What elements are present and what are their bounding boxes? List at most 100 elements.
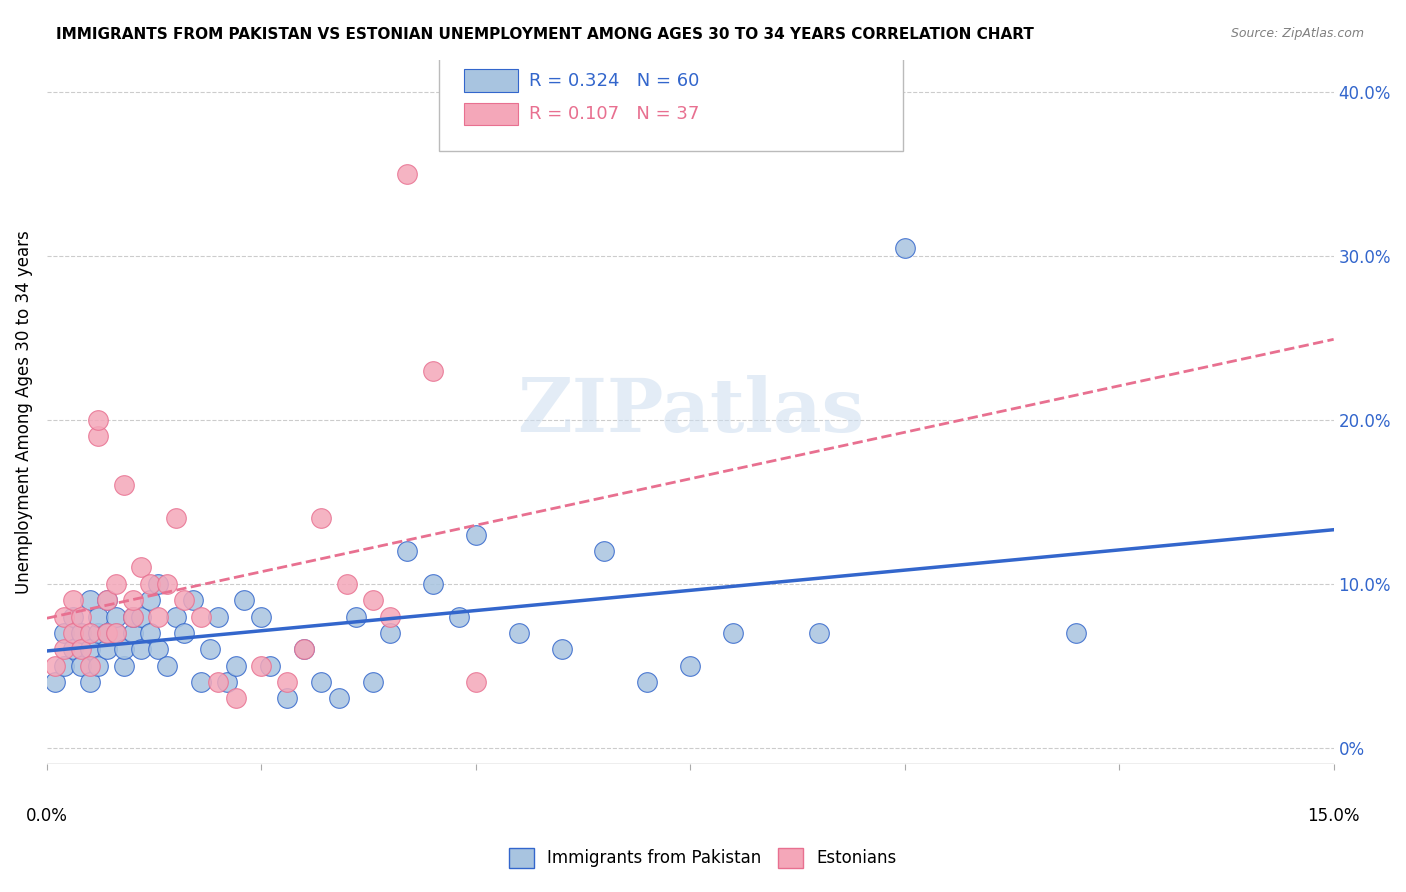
Point [121,609,143,624]
Point [165,609,187,624]
Point [173,626,195,640]
Point [276,675,298,690]
Point [225,691,247,706]
Point [893,241,915,255]
Point [378,609,401,624]
Point [250,609,273,624]
Point [129,642,152,657]
Point [173,593,195,607]
Point [165,511,187,525]
Point [207,609,229,624]
Point [361,675,384,690]
Point [62,642,84,657]
Point [121,626,143,640]
Point [112,478,135,492]
Point [396,544,419,558]
Point [70,626,93,640]
Point [361,593,384,607]
Point [181,593,204,607]
Point [190,675,212,690]
Point [292,642,315,657]
Point [636,675,658,690]
Point [156,658,179,673]
Point [62,626,84,640]
FancyBboxPatch shape [464,103,517,125]
Point [807,626,830,640]
Point [79,642,101,657]
Point [70,609,93,624]
Point [129,560,152,574]
Text: R = 0.324   N = 60: R = 0.324 N = 60 [530,71,700,90]
Point [190,609,212,624]
Point [344,609,367,624]
Point [422,576,444,591]
Point [148,642,170,657]
Text: Source: ZipAtlas.com: Source: ZipAtlas.com [1230,27,1364,40]
Point [721,626,744,640]
Point [79,675,101,690]
Point [276,691,298,706]
Point [225,658,247,673]
Point [328,691,350,706]
Point [112,642,135,657]
Point [139,626,162,640]
Point [87,626,110,640]
Point [464,527,486,541]
Point [550,642,572,657]
Point [79,658,101,673]
Point [53,609,76,624]
Legend: Immigrants from Pakistan, Estonians: Immigrants from Pakistan, Estonians [502,841,904,875]
Point [129,609,152,624]
Point [447,609,470,624]
Point [112,658,135,673]
Point [96,593,118,607]
Point [215,675,238,690]
Point [70,642,93,657]
Point [148,609,170,624]
Text: IMMIGRANTS FROM PAKISTAN VS ESTONIAN UNEMPLOYMENT AMONG AGES 30 TO 34 YEARS CORR: IMMIGRANTS FROM PAKISTAN VS ESTONIAN UNE… [56,27,1035,42]
Point [87,609,110,624]
Text: R = 0.107   N = 37: R = 0.107 N = 37 [530,105,700,123]
Point [464,675,486,690]
Point [44,675,66,690]
Point [207,675,229,690]
Text: 15.0%: 15.0% [1308,806,1360,824]
Point [233,593,256,607]
Point [121,609,143,624]
Point [156,576,179,591]
Point [311,675,333,690]
Point [79,593,101,607]
Point [96,626,118,640]
Point [104,609,127,624]
Y-axis label: Unemployment Among Ages 30 to 34 years: Unemployment Among Ages 30 to 34 years [15,230,32,594]
Point [378,626,401,640]
Point [259,658,281,673]
Point [292,642,315,657]
Point [53,642,76,657]
Point [70,658,93,673]
Point [1064,626,1087,640]
Point [396,167,419,181]
Point [311,511,333,525]
Point [62,609,84,624]
Point [53,658,76,673]
Point [104,626,127,640]
Point [679,658,702,673]
Point [139,576,162,591]
FancyBboxPatch shape [439,56,903,151]
Point [148,576,170,591]
Point [96,593,118,607]
Point [250,658,273,673]
Point [121,593,143,607]
Point [87,658,110,673]
Point [53,626,76,640]
Point [422,364,444,378]
Point [79,626,101,640]
Point [198,642,221,657]
Point [593,544,616,558]
Point [96,626,118,640]
Text: ZIPatlas: ZIPatlas [517,376,863,449]
Point [508,626,530,640]
Point [139,593,162,607]
Point [96,642,118,657]
